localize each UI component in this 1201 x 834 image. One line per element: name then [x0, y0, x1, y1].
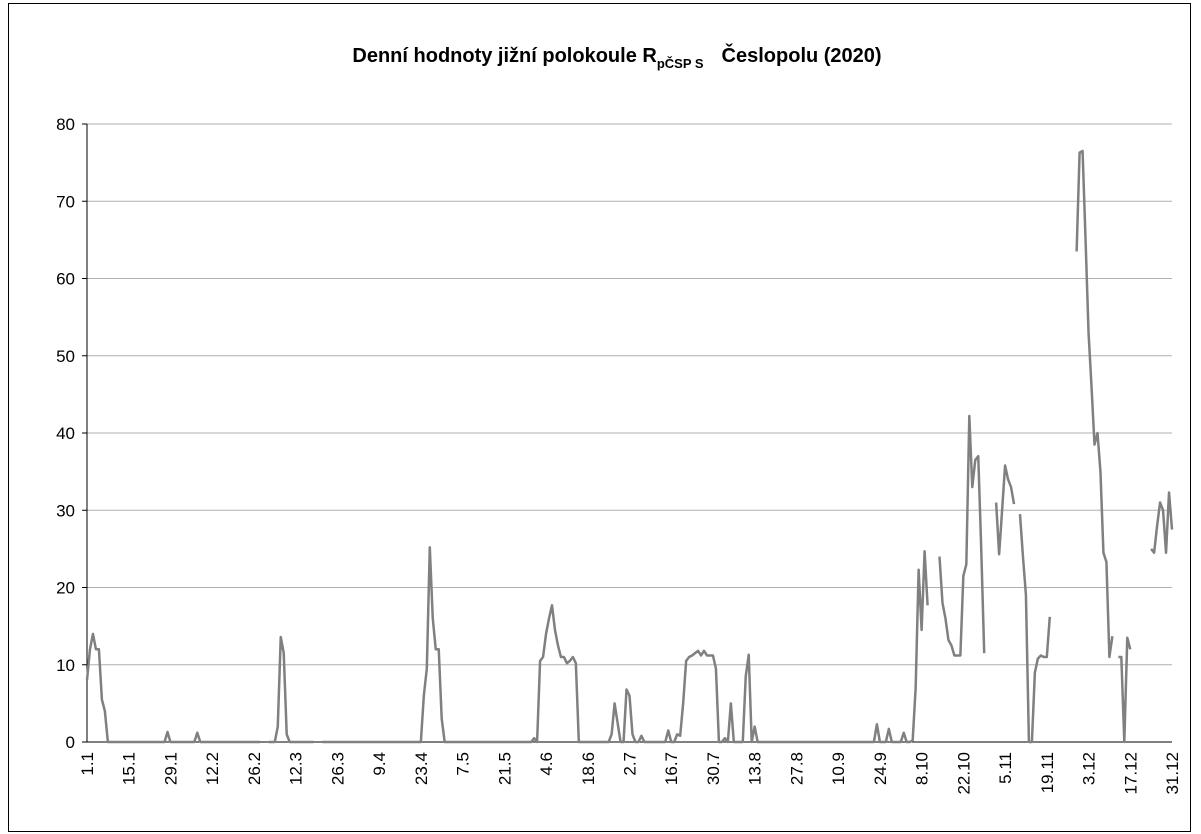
y-tick-label: 60 — [56, 270, 75, 289]
y-tick-label: 40 — [56, 424, 75, 443]
title-subscript: pČSP S — [657, 56, 704, 71]
y-tick-label: 50 — [56, 347, 75, 366]
x-tick-label: 13.8 — [746, 752, 765, 785]
y-tick-label: 70 — [56, 192, 75, 211]
x-tick-label: 17.12 — [1121, 752, 1140, 795]
x-tick-label: 12.3 — [287, 752, 306, 785]
data-line — [85, 149, 1174, 744]
x-tick-label: 21.5 — [495, 752, 514, 785]
chart-frame — [8, 3, 1191, 832]
x-tick-label: 12.2 — [203, 752, 222, 785]
y-tick-label: 20 — [56, 579, 75, 598]
x-tick-label: 10.9 — [829, 752, 848, 785]
x-tick-label: 9.4 — [370, 752, 389, 776]
x-tick-label: 3.12 — [1080, 752, 1099, 785]
x-tick-label: 1.1 — [78, 752, 97, 776]
x-tick-label: 19.11 — [1038, 752, 1057, 793]
x-tick-label: 2.7 — [621, 752, 640, 776]
y-tick-label: 30 — [56, 501, 75, 520]
title-main: Denní hodnoty jižní polokoule R — [352, 45, 657, 67]
x-tick-label: 27.8 — [787, 752, 806, 785]
x-tick-label: 24.9 — [871, 752, 890, 785]
x-tick-label: 29.1 — [161, 752, 180, 785]
x-tick-label: 16.7 — [662, 752, 681, 785]
x-tick-label: 30.7 — [704, 752, 723, 785]
x-tick-label: 4.6 — [537, 752, 556, 776]
x-tick-label: 15.1 — [120, 752, 139, 785]
y-tick-label: 0 — [66, 733, 75, 752]
x-tick-label: 5.11 — [996, 752, 1015, 784]
x-tick-label: 31.12 — [1163, 752, 1182, 795]
y-tick-label: 80 — [56, 115, 75, 134]
y-tick-label: 10 — [56, 656, 75, 675]
x-tick-label: 26.2 — [245, 752, 264, 785]
x-tick-label: 26.3 — [328, 752, 347, 785]
title-suffix: Česlopolu (2020) — [722, 43, 882, 67]
x-tick-label: 18.6 — [579, 752, 598, 785]
x-tick-label: 7.5 — [454, 752, 473, 776]
x-tick-label: 8.10 — [913, 752, 932, 785]
x-tick-label: 23.4 — [412, 752, 431, 785]
chart-title: Denní hodnoty jižní polokoule RpČSP S Čes… — [352, 43, 881, 71]
x-tick-label: 22.10 — [954, 752, 973, 795]
